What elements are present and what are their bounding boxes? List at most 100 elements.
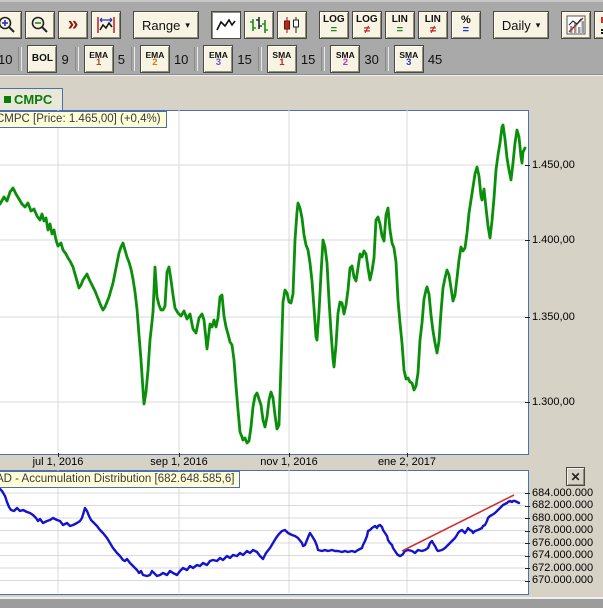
y-axis-label: 680.000.000 (532, 511, 594, 524)
fit-range-button[interactable] (91, 11, 121, 39)
x-axis-tick (289, 453, 290, 457)
bar-chart-button[interactable] (243, 11, 274, 39)
range-dropdown[interactable]: Range ▾ (133, 11, 199, 39)
candlestick-chart-button[interactable] (276, 11, 307, 39)
indicator-number: 1 (279, 57, 285, 68)
mini-chart-red-line-icon (566, 15, 586, 35)
zoom-out-button[interactable] (25, 11, 55, 39)
accumulation-distribution-panel[interactable] (0, 470, 529, 595)
indicator-period-value: 9 (61, 51, 69, 67)
line-chart-icon (216, 18, 236, 31)
x-axis-label: nov 1, 2016 (260, 456, 318, 468)
y-axis-tick (525, 530, 530, 532)
y-axis-label: 1.300,00 (532, 395, 575, 408)
toolbar-separator (74, 47, 79, 71)
y-axis-label: 1.400,00 (532, 233, 575, 246)
symbol-label: CMPC (14, 92, 53, 107)
indicator-period-value: 15 (237, 51, 252, 67)
scroll-forward-button[interactable]: » (58, 11, 88, 39)
indicator-name: EMA (208, 50, 228, 60)
ad-info-label: AD - Accumulation Distribution [682.648.… (0, 471, 241, 488)
toolbar-separator (257, 47, 262, 71)
y-axis-label: 676.000.000 (532, 536, 594, 549)
y-axis-label: 682.000.000 (532, 499, 594, 511)
x-axis-tick (407, 453, 408, 457)
indicator-name: EMA (145, 50, 165, 60)
toolbar-separator (321, 47, 326, 71)
line-chart-button[interactable] (210, 11, 241, 39)
notequal-sign: ≠ (429, 24, 436, 36)
indicator-window-button[interactable] (561, 11, 592, 39)
indicator-number: 2 (152, 57, 158, 68)
close-icon: ✕ (570, 469, 581, 484)
tab-cmpc[interactable]: CMPC (0, 88, 64, 111)
y-axis-label: 1.350,00 (532, 310, 575, 323)
equal-sign: = (396, 24, 404, 36)
indicator-name: EMA (89, 50, 109, 60)
percent-scale-button[interactable]: % = (450, 11, 481, 39)
x-axis-label: sep 1, 2016 (150, 456, 208, 468)
indicator-period-value: 45 (427, 51, 443, 67)
indicator-button-ema3[interactable]: EMA 3 (203, 45, 234, 73)
horizontal-scrollbar[interactable] (0, 597, 603, 608)
y-axis-label: 678.000.000 (532, 524, 594, 536)
indicator-period-value: 15 (300, 51, 316, 67)
y-axis-tick (525, 505, 530, 507)
y-axis-tick (525, 555, 530, 557)
y-axis-tick (525, 580, 530, 582)
y-axis-tick (525, 317, 530, 318)
lin-scale-notequal-button[interactable]: LIN ≠ (417, 11, 448, 39)
log-label: LOG (356, 14, 378, 25)
indicator-number: 1 (96, 57, 102, 68)
x-axis-label: jul 1, 2016 (32, 456, 84, 468)
main-price-chart[interactable] (0, 110, 529, 455)
indicator-period-value: 5 (117, 51, 125, 67)
y-axis-tick (525, 518, 530, 519)
lin-label: LIN (424, 14, 441, 25)
y-axis-tick (525, 568, 530, 569)
toolbar-separator (18, 47, 23, 71)
color-squares-icon (601, 17, 603, 34)
dropdown-arrow-icon: ▾ (535, 19, 541, 30)
y-axis-label: 684.000.000 (532, 486, 594, 499)
y-axis-label: 1.450,00 (532, 158, 575, 171)
indicator-name: SMA (272, 50, 292, 60)
fit-width-icon (97, 17, 115, 33)
indicator-button-ema1[interactable]: EMA 1 (83, 45, 114, 73)
period-dropdown[interactable]: Daily ▾ (492, 11, 550, 39)
x-axis-label: ene 2, 2017 (377, 456, 437, 468)
indicator-button-sma1[interactable]: SMA 1 (266, 45, 297, 73)
colors-settings-button[interactable] (594, 11, 603, 39)
percent-label: % (460, 14, 471, 26)
indicator-button-ema2[interactable]: EMA 2 (139, 45, 170, 73)
zoom-in-button[interactable] (0, 11, 22, 39)
y-axis-tick (525, 402, 530, 403)
close-panel-button[interactable]: ✕ (566, 467, 585, 486)
toolbar-separator (194, 47, 199, 71)
lin-label: LIN (391, 14, 408, 25)
dropdown-arrow-icon: ▾ (185, 19, 190, 30)
notequal-sign: ≠ (363, 24, 370, 36)
y-axis-tick (525, 165, 530, 166)
price-info-label: CMPC [Price: 1.465,00] (+0,4%) (0, 111, 167, 128)
log-scale-equal-button[interactable]: LOG = (318, 11, 349, 39)
y-axis-tick (525, 543, 530, 544)
y-axis-tick (525, 240, 530, 241)
indicator-toolbar: 10 BOL 9 EMA 1 5 EMA 2 10 EMA 3 15 SMA 1 15 SMA 2 30 SMA 3… (0, 44, 603, 75)
lin-scale-equal-button[interactable]: LIN = (384, 11, 415, 39)
x-axis-tick (179, 453, 180, 457)
y-axis-label: 674.000.000 (532, 549, 594, 561)
log-scale-notequal-button[interactable]: LOG ≠ (351, 11, 382, 39)
period-label: Daily (501, 17, 531, 33)
indicator-name: BOL (31, 53, 54, 64)
indicator-button-sma2[interactable]: SMA 2 (330, 45, 361, 73)
x-axis-tick (58, 453, 59, 457)
toolbar-separator (130, 47, 135, 71)
magnifier-minus-icon (31, 16, 48, 33)
magnifier-plus-icon (0, 16, 15, 33)
indicator-button-bol[interactable]: BOL (27, 45, 58, 73)
log-label: LOG (323, 14, 345, 25)
indicator-button-sma3[interactable]: SMA 3 (393, 45, 424, 73)
y-axis-label: 670.000.000 (532, 574, 594, 586)
